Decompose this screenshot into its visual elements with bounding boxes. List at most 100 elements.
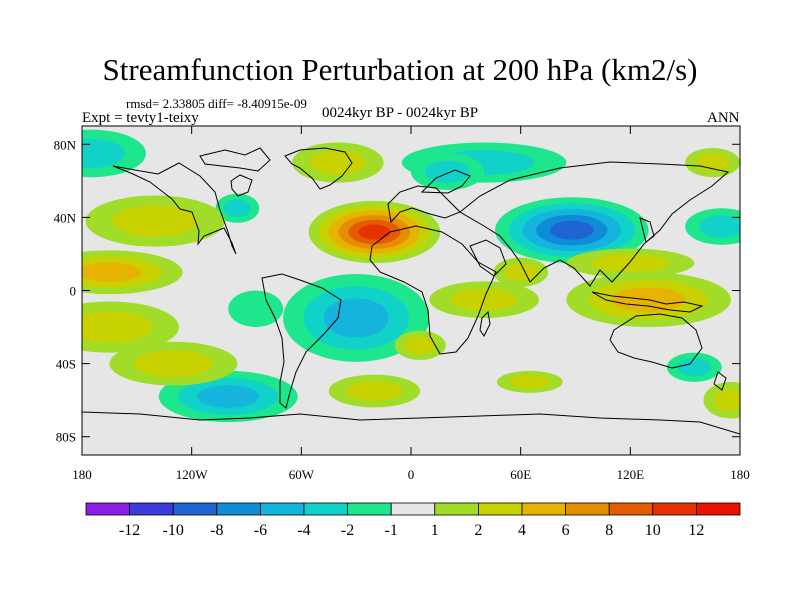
- colorbar-swatch: [521, 502, 566, 516]
- colorbar-label: 10: [645, 522, 661, 539]
- colorbar-swatch: [85, 502, 130, 516]
- colorbar-label: 6: [562, 522, 570, 539]
- colorbar-label: -10: [163, 522, 184, 539]
- colorbar-label: 12: [688, 522, 704, 539]
- field-feature: [666, 352, 722, 382]
- period-label: 0024kyr BP - 0024kyr BP: [321, 105, 479, 121]
- contour-field: [82, 126, 740, 455]
- colorbar-swatch: [216, 502, 261, 516]
- x-tick-label: 120E: [617, 467, 645, 482]
- coast-hudson-bay: [230, 174, 253, 197]
- field-feature: [82, 250, 183, 295]
- coastlines: [82, 147, 740, 435]
- y-tick-label: 40S: [56, 357, 76, 372]
- colorbar-swatch: [303, 502, 348, 516]
- colorbar-swatch: [347, 502, 392, 516]
- field-feature: [85, 195, 225, 247]
- field-feature: [308, 200, 441, 264]
- coast-europe: [387, 185, 461, 224]
- coast-new-zealand: [713, 371, 727, 391]
- field-feature: [493, 257, 549, 287]
- field-feature: [410, 153, 485, 190]
- field-feature: [283, 274, 430, 362]
- axes: 180 120W 60W 0 60E 120E 180 80N 40N 0 40S 80S: [54, 126, 750, 482]
- experiment-label: Expt = tevty1-teixy: [82, 110, 199, 126]
- contour-band: [197, 385, 260, 408]
- contour-band: [677, 358, 712, 377]
- colorbar-label: 8: [605, 522, 613, 539]
- season-label: ANN: [707, 110, 740, 126]
- contour-band: [82, 138, 125, 169]
- y-tick-label: 80S: [56, 430, 76, 445]
- contour-band: [503, 263, 538, 282]
- contour-band: [133, 350, 213, 378]
- x-tick-label: 120W: [176, 467, 209, 482]
- coast-asia: [459, 161, 730, 287]
- coast-south-america: [261, 273, 342, 409]
- field-feature: [228, 290, 284, 328]
- field-feature: [82, 301, 179, 353]
- x-tick-label: 60W: [289, 467, 315, 482]
- y-tick-label: 40N: [54, 210, 77, 225]
- contour-band: [309, 150, 366, 175]
- colorbar-label: -4: [297, 522, 310, 539]
- coast-australia: [609, 313, 703, 369]
- colorbar-swatch: [696, 502, 741, 516]
- colorbar: -12 -10 -8 -6 -4 -2 -1 1 2 4 6 8 10 12: [85, 502, 741, 539]
- colorbar-swatch: [565, 502, 610, 516]
- colorbar-label: -6: [254, 522, 267, 539]
- field-feature: [495, 197, 649, 264]
- colorbar-swatch: [652, 502, 697, 516]
- x-tick-label: 180: [72, 467, 92, 482]
- y-tick-label: 80N: [54, 137, 77, 152]
- field-feature: [703, 381, 740, 419]
- colorbar-label: 1: [431, 522, 439, 539]
- colorbar-swatch: [172, 502, 218, 516]
- colorbar-label: 2: [474, 522, 482, 539]
- coast-antarctica: [82, 411, 740, 435]
- field-feature: [685, 147, 740, 178]
- coast-scandinavia: [420, 169, 471, 194]
- colorbar-label: -2: [341, 522, 354, 539]
- contour-band: [404, 336, 436, 355]
- colorbar-label: -8: [210, 522, 223, 539]
- contour-band: [549, 220, 594, 240]
- contour-band: [346, 380, 403, 402]
- coast-arabia: [469, 239, 507, 277]
- colorbar-label: -12: [119, 522, 140, 539]
- field-feature: [566, 248, 695, 278]
- coast-japan: [639, 217, 655, 243]
- coast-madagascar: [479, 310, 491, 337]
- contour-band: [358, 224, 391, 240]
- colorbar-swatch: [259, 502, 305, 516]
- field-feature: [394, 330, 446, 360]
- contour-band: [223, 199, 251, 218]
- contour-band: [713, 388, 740, 412]
- field-feature: [109, 341, 238, 386]
- field-feature: [292, 142, 384, 183]
- contour-band: [509, 375, 551, 389]
- coast-arctic-canada: [199, 147, 271, 172]
- coast-africa: [369, 225, 497, 355]
- contour-band: [82, 262, 142, 282]
- contour-band: [323, 298, 389, 338]
- colorbar-swatch: [390, 502, 436, 516]
- contour-band: [425, 160, 471, 183]
- colorbar-swatch: [477, 502, 523, 516]
- colorbar-label: -1: [385, 522, 398, 539]
- field-feature: [496, 370, 563, 393]
- contour-band: [699, 215, 740, 238]
- x-tick-label: 180: [730, 467, 750, 482]
- coast-indonesia: [591, 291, 704, 313]
- colorbar-swatch: [608, 502, 654, 516]
- contour-band: [228, 290, 284, 328]
- x-tick-label: 0: [408, 467, 415, 482]
- field-feature: [685, 208, 740, 245]
- field-feature: [82, 129, 146, 178]
- colorbar-swatch: [129, 502, 174, 516]
- x-tick-label: 60E: [510, 467, 531, 482]
- chart-title: Streamfunction Perturbation at 200 hPa (…: [102, 52, 698, 87]
- stats-label: rmsd= 2.33805 diff= -8.40915e-09: [126, 96, 307, 111]
- field-feature: [215, 193, 260, 223]
